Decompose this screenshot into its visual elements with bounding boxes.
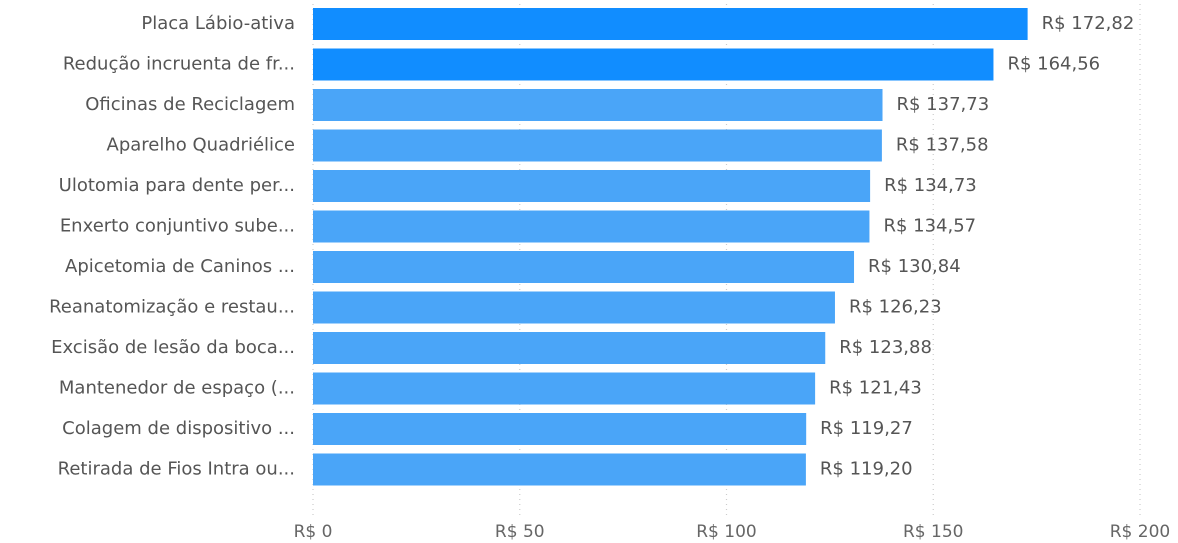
y-tick-label: Enxerto conjuntivo sube...: [60, 216, 295, 237]
data-label: R$ 164,56: [1007, 54, 1100, 75]
x-tick-label: R$ 0: [294, 522, 333, 542]
y-tick-label: Aparelho Quadriélice: [107, 135, 295, 156]
data-label: R$ 137,58: [896, 135, 989, 156]
y-tick-label: Reanatomização e restau...: [49, 297, 295, 318]
bar: [313, 210, 870, 243]
bar: [313, 48, 994, 81]
y-tick-label: Excisão de lesão da boca...: [51, 337, 295, 358]
y-tick-label: Mantenedor de espaço (...: [59, 378, 295, 399]
y-tick-label: Redução incruenta de fr...: [63, 54, 295, 75]
y-tick-label: Placa Lábio-ativa: [141, 13, 295, 34]
y-tick-label: Oficinas de Reciclagem: [85, 94, 295, 115]
data-label: R$ 123,88: [839, 337, 932, 358]
bar: [313, 413, 807, 445]
data-label: R$ 130,84: [868, 256, 961, 277]
data-label: R$ 119,27: [820, 418, 913, 439]
y-tick-label: Ulotomia para dente per...: [59, 175, 295, 196]
y-tick-label: Apicetomia de Caninos ...: [65, 256, 295, 277]
data-label: R$ 172,82: [1042, 13, 1135, 34]
y-tick-label: Colagem de dispositivo ...: [62, 418, 295, 439]
bar: [313, 8, 1028, 40]
bar: [313, 291, 835, 324]
data-label: R$ 134,73: [884, 175, 977, 196]
bar: [313, 332, 826, 364]
data-label: R$ 121,43: [829, 378, 922, 399]
data-label: R$ 134,57: [883, 216, 976, 237]
x-tick-label: R$ 200: [1110, 522, 1170, 542]
bar: [313, 372, 816, 405]
bar: [313, 129, 882, 162]
bar: [313, 89, 883, 121]
data-label: R$ 119,20: [820, 459, 913, 480]
bar: [313, 453, 806, 486]
data-label: R$ 126,23: [849, 297, 942, 318]
bar: [313, 251, 855, 283]
x-tick-label: R$ 150: [903, 522, 963, 542]
data-label: R$ 137,73: [897, 94, 990, 115]
x-tick-label: R$ 100: [696, 522, 756, 542]
x-tick-label: R$ 50: [495, 522, 545, 542]
y-tick-label: Retirada de Fios Intra ou...: [58, 459, 295, 480]
bar: [313, 170, 871, 202]
